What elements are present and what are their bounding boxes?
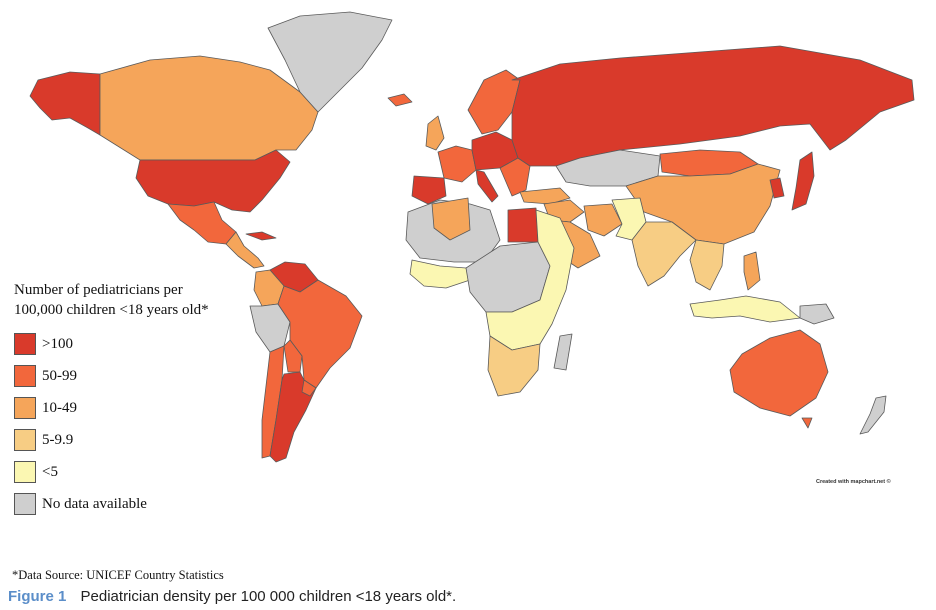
region-west-africa bbox=[409, 259, 471, 289]
region-italy bbox=[475, 169, 499, 203]
region-australia bbox=[729, 329, 829, 417]
legend-label: 50-99 bbox=[42, 367, 77, 384]
legend-item: 5-9.9 bbox=[14, 424, 314, 456]
region-philippines bbox=[743, 251, 761, 291]
region-algeria bbox=[431, 197, 471, 241]
region-brazil bbox=[277, 279, 363, 389]
figure-label: Figure 1 bbox=[8, 588, 67, 605]
region-india bbox=[631, 221, 697, 287]
data-source-note: *Data Source: UNICEF Country Statistics bbox=[12, 568, 224, 582]
region-iran bbox=[583, 203, 623, 237]
region-cuba bbox=[245, 231, 277, 241]
region-japan bbox=[791, 151, 815, 211]
legend-swatch bbox=[14, 429, 36, 451]
region-iberia bbox=[411, 175, 447, 205]
region-papua-new-guinea bbox=[799, 303, 835, 325]
region-russia bbox=[511, 45, 915, 167]
figure-caption: Figure 1 Pediatrician density per 100 00… bbox=[8, 588, 456, 605]
region-mexico bbox=[167, 201, 237, 245]
legend-swatch bbox=[14, 461, 36, 483]
region-egypt bbox=[507, 207, 539, 243]
region-iceland bbox=[387, 93, 413, 107]
legend-swatch bbox=[14, 397, 36, 419]
legend-label: No data available bbox=[42, 495, 147, 512]
region-southern-africa bbox=[487, 335, 541, 397]
legend-item: >100 bbox=[14, 328, 314, 360]
legend-item: <5 bbox=[14, 456, 314, 488]
region-uruguay bbox=[301, 379, 317, 397]
region-usa bbox=[135, 149, 291, 213]
legend-item: No data available bbox=[14, 488, 314, 520]
region-argentina bbox=[269, 371, 317, 463]
region-central-america bbox=[225, 231, 265, 269]
legend-label: 10-49 bbox=[42, 399, 77, 416]
region-canada bbox=[99, 55, 319, 161]
legend-swatch bbox=[14, 493, 36, 515]
region-southeast-asia bbox=[689, 239, 725, 291]
region-korea bbox=[769, 177, 785, 199]
region-tasmania bbox=[801, 417, 813, 429]
legend-label: 5-9.9 bbox=[42, 431, 74, 448]
legend-swatch bbox=[14, 365, 36, 387]
figure-caption-text: Pediatrician density per 100 000 childre… bbox=[80, 588, 457, 605]
legend-title: Number of pediatricians per 100,000 chil… bbox=[14, 282, 209, 318]
region-western-europe bbox=[437, 145, 477, 183]
region-madagascar bbox=[553, 333, 573, 371]
legend-items: >100 50-99 10-49 5-9.9 <5 No data available bbox=[14, 328, 314, 520]
region-balkans bbox=[499, 157, 531, 197]
region-bolivia bbox=[283, 339, 303, 373]
legend-label: <5 bbox=[42, 463, 58, 480]
legend-item: 10-49 bbox=[14, 392, 314, 424]
region-new-zealand bbox=[859, 395, 887, 435]
region-peru bbox=[249, 303, 291, 353]
map-credit: Created with mapchart.net © bbox=[816, 478, 891, 485]
region-turkey bbox=[519, 187, 571, 205]
region-uk bbox=[425, 115, 445, 151]
region-indonesia bbox=[689, 295, 801, 323]
legend-item: 50-99 bbox=[14, 360, 314, 392]
legend-label: >100 bbox=[42, 335, 73, 352]
legend-swatch bbox=[14, 333, 36, 355]
region-alaska bbox=[29, 71, 101, 136]
map-legend: Number of pediatricians per 100,000 chil… bbox=[14, 280, 314, 520]
world-map: Created with mapchart.net © bbox=[29, 11, 915, 485]
region-greenland bbox=[267, 11, 393, 113]
